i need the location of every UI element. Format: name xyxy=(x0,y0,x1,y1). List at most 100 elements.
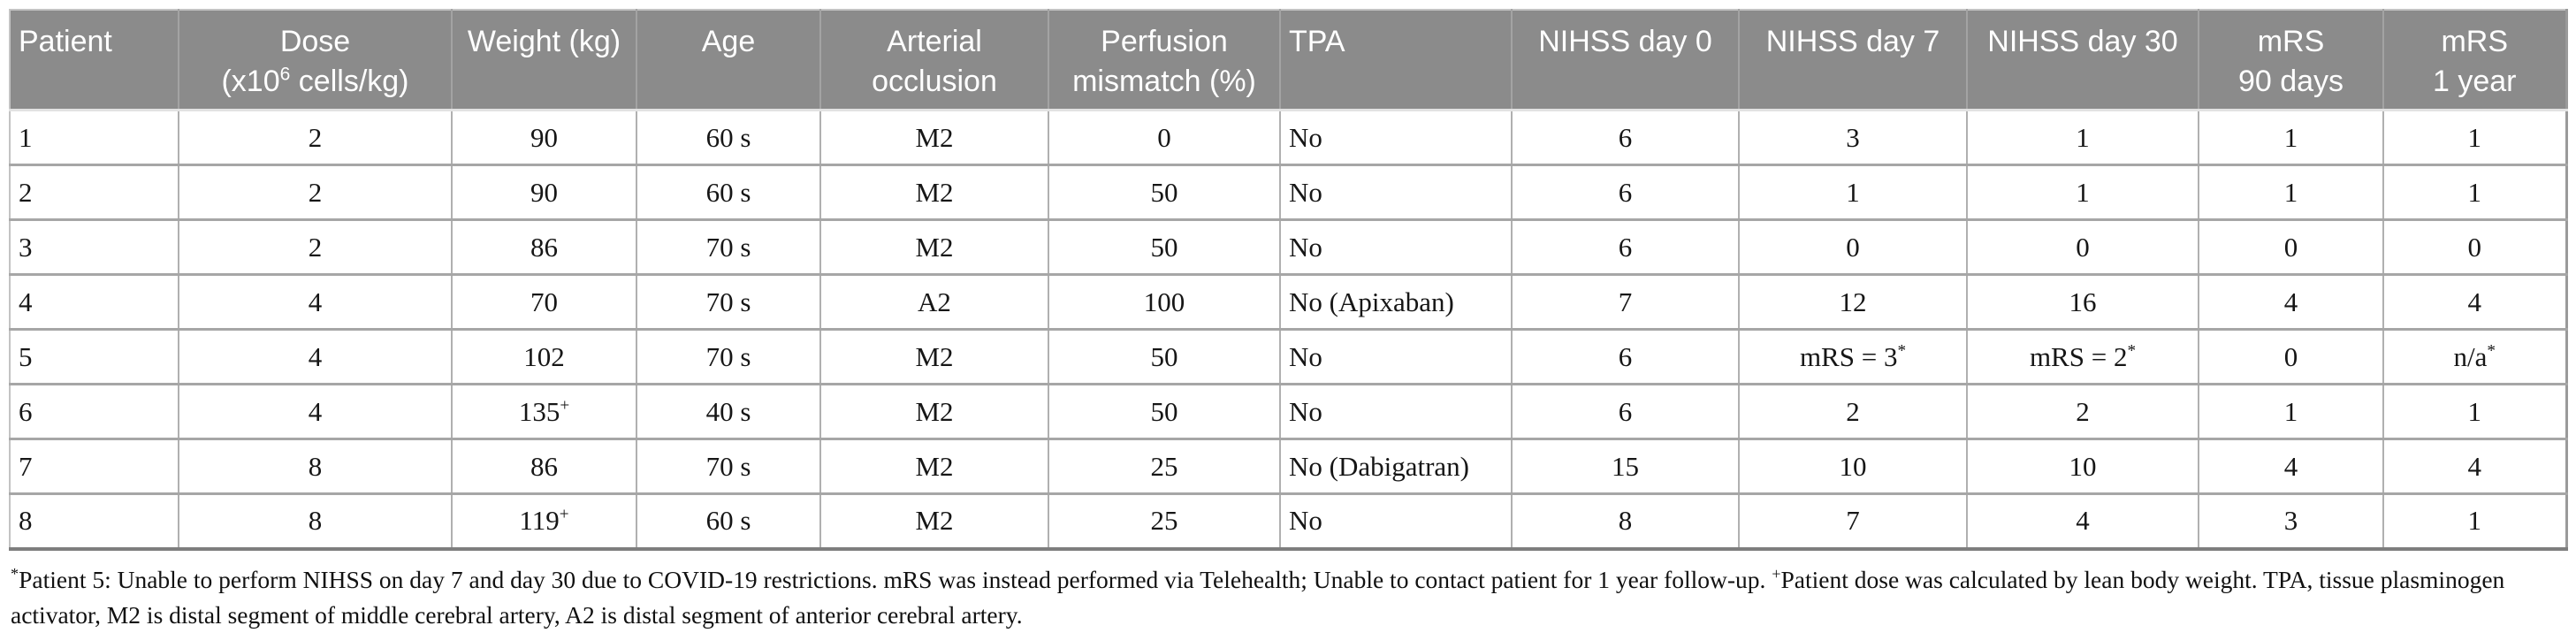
text-segment: No xyxy=(1289,395,1322,427)
superscript-marker: * xyxy=(2487,341,2496,361)
cell-age: 60 s xyxy=(636,110,821,166)
text-segment: 2 xyxy=(308,176,323,208)
text-segment: occlusion xyxy=(872,65,997,98)
cell-nihss-day-7: 2 xyxy=(1739,384,1968,440)
table-row: 8 8 119+ 60 s M2 25 No 8 7 4 3 1 xyxy=(10,493,2567,550)
text-segment: Perfusion xyxy=(1101,25,1228,58)
text-segment: 50 xyxy=(1150,395,1178,427)
cell-arterial-occlusion: M2 xyxy=(820,329,1049,385)
text-segment: 6 xyxy=(1618,395,1633,427)
text-segment: M2 xyxy=(915,121,954,153)
cell-patient: 7 xyxy=(10,439,179,495)
superscript-marker: * xyxy=(2127,341,2137,361)
text-segment: (x10 xyxy=(221,65,280,98)
text-segment: 1 xyxy=(2467,176,2482,208)
text-segment: NIHSS day 0 xyxy=(1538,25,1712,58)
cell-arterial-occlusion: M2 xyxy=(820,219,1049,276)
text-segment: 4 xyxy=(2283,286,2298,317)
cell-dose: 4 xyxy=(179,329,453,385)
text-segment: 8 xyxy=(19,505,33,537)
cell-patient: 3 xyxy=(10,219,179,276)
cell-patient: 5 xyxy=(10,329,179,385)
text-segment: M2 xyxy=(915,176,954,208)
cell-tpa: No (Apixaban) xyxy=(1280,274,1513,331)
text-segment: 102 xyxy=(523,340,565,372)
text-segment: 2 xyxy=(2076,395,2090,427)
table-header: Patient Dose (x106 cells/kg) Weight (kg) Age… xyxy=(10,10,2567,111)
cell-patient: 1 xyxy=(10,110,179,166)
text-segment: 4 xyxy=(308,340,323,372)
cell-mrs-1-year: 1 xyxy=(2383,164,2567,221)
cell-age: 40 s xyxy=(636,384,821,440)
cell-perfusion-mismatch: 25 xyxy=(1048,439,1281,495)
text-segment: 0 xyxy=(2467,231,2482,263)
text-segment: 0 xyxy=(1157,121,1171,153)
text-segment: 6 xyxy=(1618,121,1633,153)
text-segment: 1 xyxy=(2283,121,2298,153)
cell-nihss-day-30: 1 xyxy=(1967,110,2199,166)
text-segment: mRS xyxy=(2257,25,2325,58)
cell-weight: 86 xyxy=(452,219,637,276)
text-segment: 119 xyxy=(519,505,560,537)
header-line: Arterial xyxy=(827,22,1042,62)
text-segment: 7 xyxy=(1618,286,1633,317)
table-row: 3 2 86 70 s M2 50 No 6 0 0 0 0 xyxy=(10,219,2567,276)
cell-weight: 90 xyxy=(452,164,637,221)
cell-tpa: No xyxy=(1280,219,1513,276)
column-header-nihss-day-30: NIHSS day 30 xyxy=(1967,10,2199,111)
text-segment: mismatch (%) xyxy=(1072,65,1256,98)
cell-nihss-day-7: 7 xyxy=(1739,493,1968,550)
cell-nihss-day-30: 4 xyxy=(1967,493,2199,550)
text-segment: 1 year xyxy=(2433,65,2517,98)
cell-dose: 4 xyxy=(179,384,453,440)
header-line: 90 days xyxy=(2205,62,2377,102)
cell-mrs-90-days: 1 xyxy=(2199,110,2384,166)
header-row: Patient Dose (x106 cells/kg) Weight (kg) Age… xyxy=(10,10,2567,111)
text-segment: 2 xyxy=(1846,395,1860,427)
cell-mrs-1-year: 1 xyxy=(2383,110,2567,166)
text-segment: 90 xyxy=(530,176,558,208)
cell-tpa: No xyxy=(1280,164,1513,221)
cell-weight: 90 xyxy=(452,110,637,166)
text-segment: 0 xyxy=(2283,231,2298,263)
cell-tpa: No xyxy=(1280,110,1513,166)
cell-mrs-1-year: 1 xyxy=(2383,493,2567,550)
header-line: NIHSS day 7 xyxy=(1745,22,1961,62)
cell-weight: 119+ xyxy=(452,493,637,550)
text-segment: 8 xyxy=(308,450,323,482)
text-segment: mRS = 3 xyxy=(1799,340,1898,372)
text-segment: 86 xyxy=(530,450,558,482)
header-line: Age xyxy=(643,22,814,62)
cell-nihss-day-30: 2 xyxy=(1967,384,2199,440)
text-segment: 1 xyxy=(1846,176,1860,208)
cell-age: 60 s xyxy=(636,164,821,221)
table-row: 7 8 86 70 s M2 25 No (Dabigatran) 15 10 10 4 4 xyxy=(10,439,2567,495)
text-segment: M2 xyxy=(915,340,954,372)
text-segment: 60 s xyxy=(705,176,751,208)
cell-nihss-day-7: mRS = 3* xyxy=(1739,329,1968,385)
cell-arterial-occlusion: A2 xyxy=(820,274,1049,331)
text-segment: 50 xyxy=(1150,176,1178,208)
text-segment: No xyxy=(1289,231,1322,263)
cell-mrs-1-year: 1 xyxy=(2383,384,2567,440)
cell-age: 60 s xyxy=(636,493,821,550)
cell-nihss-day-0: 6 xyxy=(1512,384,1740,440)
text-segment: 6 xyxy=(1618,340,1633,372)
column-header-patient: Patient xyxy=(10,10,179,111)
text-segment: 0 xyxy=(2283,340,2298,372)
text-segment: 3 xyxy=(1846,121,1860,153)
text-segment: No xyxy=(1289,121,1322,153)
text-segment: Dose xyxy=(279,25,351,58)
text-segment: 25 xyxy=(1150,450,1178,482)
cell-nihss-day-7: 0 xyxy=(1739,219,1968,276)
text-segment: Age xyxy=(701,25,756,58)
cell-mrs-1-year: 0 xyxy=(2383,219,2567,276)
cell-patient: 6 xyxy=(10,384,179,440)
text-segment: 0 xyxy=(2076,231,2090,263)
cell-mrs-90-days: 0 xyxy=(2199,329,2384,385)
text-segment: 4 xyxy=(2076,505,2090,537)
text-segment: 15 xyxy=(1612,450,1639,482)
column-header-mrs-1-year: mRS 1 year xyxy=(2383,10,2567,111)
text-segment: 70 xyxy=(530,286,558,317)
table-row: 4 4 70 70 s A2 100 No (Apixaban) 7 12 16 4 4 xyxy=(10,274,2567,331)
